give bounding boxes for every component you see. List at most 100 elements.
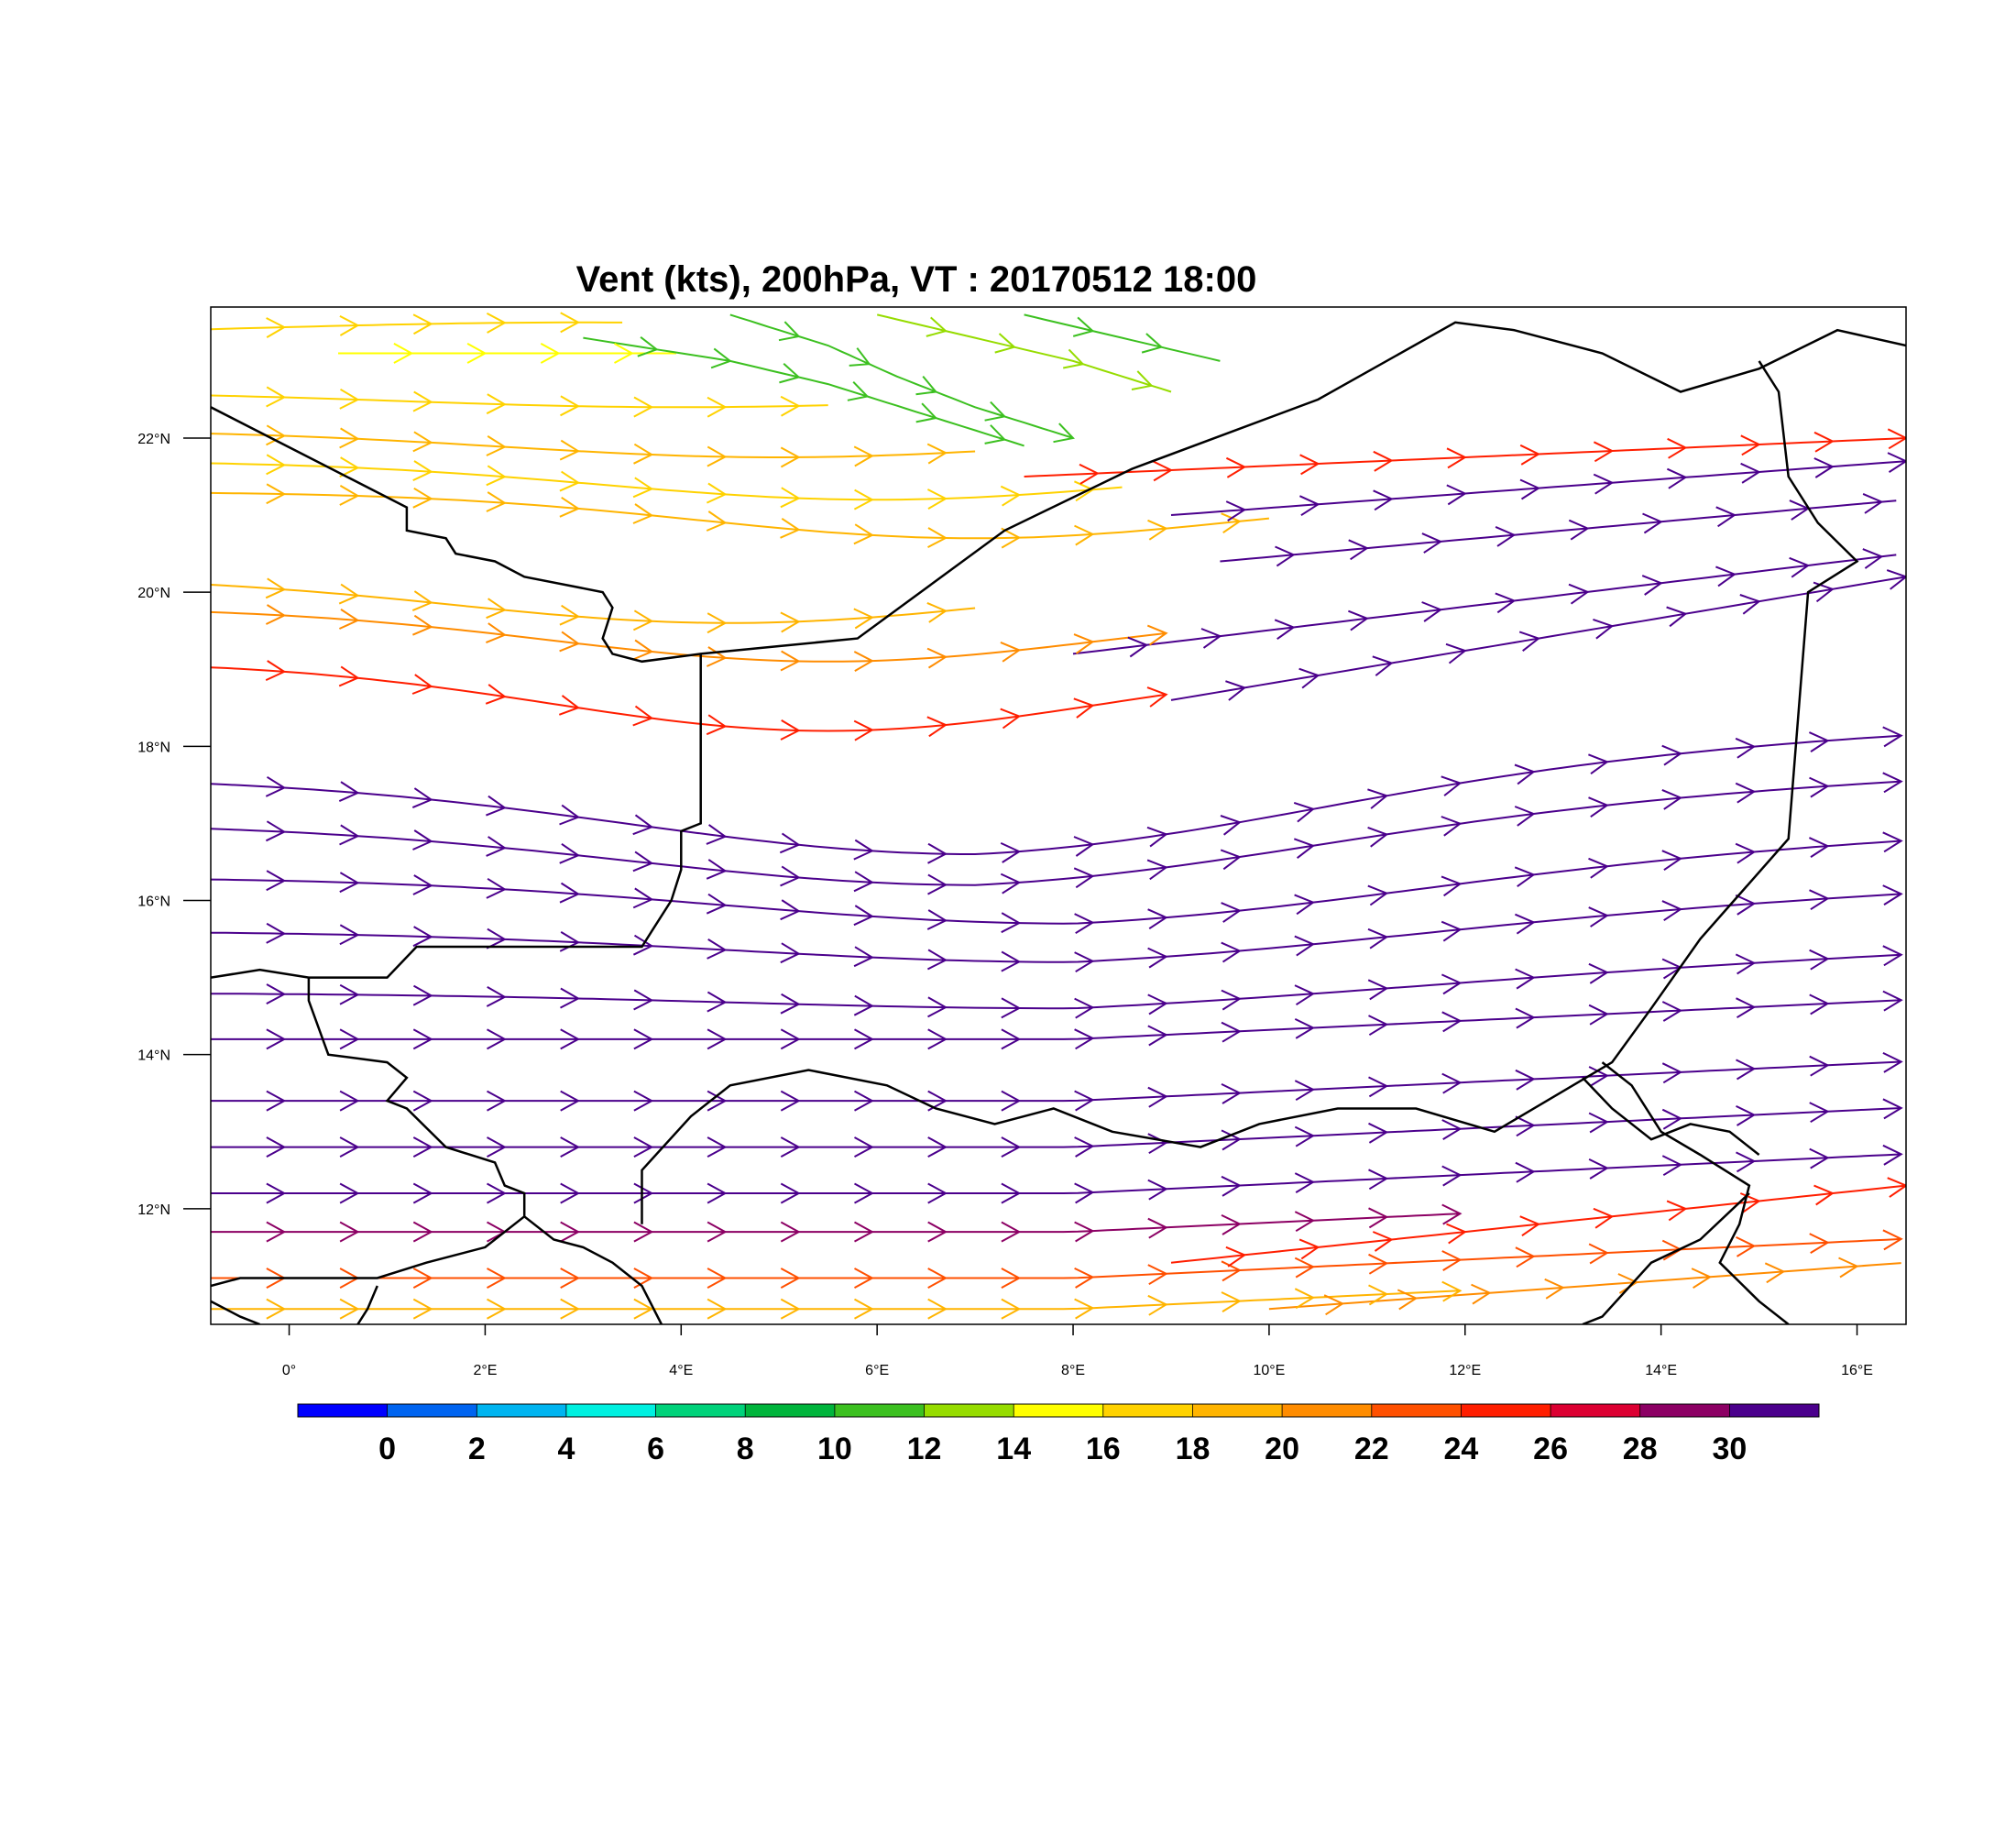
wind-arrow (926, 488, 948, 510)
wind-arrow (412, 313, 433, 335)
legend-frame (297, 1403, 1820, 1418)
wind-arrow (1882, 831, 1903, 853)
y-tick-label: 22°N (137, 432, 170, 447)
streamline (211, 321, 623, 331)
wind-arrow (411, 674, 433, 695)
x-tick-label: 14°E (1645, 1363, 1677, 1378)
wind-arrow (266, 483, 287, 505)
wind-arrow (926, 316, 948, 337)
streamline (211, 780, 1901, 886)
wind-arrow (1661, 1155, 1683, 1177)
wind-arrow (1348, 609, 1369, 631)
wind-arrow (1445, 642, 1467, 664)
wind-arrow (1298, 1238, 1320, 1260)
legend-label: 8 (737, 1432, 754, 1466)
wind-arrow (1294, 1211, 1316, 1233)
wind-arrow (265, 775, 287, 797)
wind-arrow (1691, 1268, 1713, 1290)
wind-arrow (1147, 1179, 1168, 1201)
wind-arrow (780, 899, 801, 921)
wind-arrow (1074, 1298, 1095, 1320)
wind-arrow (265, 604, 287, 625)
wind-arrow (486, 622, 507, 644)
wind-arrow (927, 996, 948, 1018)
wind-arrow (926, 909, 948, 930)
legend-swatch (1013, 1404, 1104, 1417)
wind-arrow (1221, 1129, 1242, 1151)
wind-arrow (1367, 884, 1389, 906)
wind-arrow (706, 859, 728, 880)
wind-arrow (486, 393, 507, 415)
country-border (211, 1215, 525, 1288)
wind-arrow (412, 1182, 433, 1204)
map-title: Vent (kts), 200hPa, VT : 20170512 18:00 (576, 259, 1257, 300)
x-tick-label: 12°E (1449, 1363, 1481, 1378)
wind-arrow (1809, 889, 1830, 911)
wind-arrow (780, 446, 801, 468)
wind-arrow (854, 1298, 874, 1320)
wind-arrow (1588, 1243, 1609, 1265)
wind-arrow (854, 1028, 874, 1050)
wind-arrow (1294, 935, 1316, 957)
wind-arrow (1519, 444, 1541, 466)
wind-arrow (926, 716, 948, 738)
wind-arrow (1588, 906, 1609, 927)
legend-label: 28 (1623, 1432, 1658, 1466)
wind-arrow (1001, 912, 1022, 934)
wind-arrow (412, 614, 433, 636)
wind-arrow (706, 824, 728, 845)
streamline (211, 1107, 1901, 1148)
streamline (211, 394, 828, 409)
wind-arrow (1298, 667, 1320, 689)
wind-arrow (1642, 512, 1663, 534)
wind-arrow (1735, 737, 1757, 759)
wind-arrow (927, 527, 948, 548)
wind-arrow (339, 924, 360, 946)
wind-arrow (412, 1268, 433, 1289)
wind-arrow (1661, 788, 1683, 810)
wind-arrow (927, 1298, 948, 1320)
wind-arrow (1588, 1158, 1609, 1180)
streamline (211, 1237, 1901, 1279)
wind-arrow (780, 1136, 801, 1158)
wind-arrow (1862, 548, 1884, 569)
wind-arrow (706, 510, 728, 532)
streamline (729, 313, 1074, 439)
wind-arrow (339, 1136, 360, 1158)
wind-arrow (633, 1298, 654, 1320)
wind-arrow (1368, 1253, 1389, 1275)
wind-arrow (339, 1182, 360, 1204)
wind-arrow (707, 938, 728, 960)
wind-arrow (1735, 782, 1757, 804)
wind-arrow (1373, 450, 1394, 472)
wind-arrow (853, 905, 874, 927)
streamline (211, 734, 1901, 855)
wind-arrow (1001, 1268, 1022, 1289)
legend-swatch (1371, 1404, 1462, 1417)
wind-arrow (339, 983, 360, 1005)
wind-arrow (1441, 1280, 1463, 1302)
wind-arrow (339, 872, 360, 894)
legend-label: 30 (1712, 1432, 1747, 1466)
wind-arrow (266, 386, 287, 408)
wind-arrow (849, 347, 871, 367)
wind-arrow (1127, 636, 1149, 658)
wind-arrow (853, 488, 874, 510)
streamline (211, 953, 1901, 1010)
wind-arrow (338, 781, 360, 803)
wind-arrow (927, 1221, 948, 1243)
wind-arrow (927, 1028, 948, 1050)
wind-arrow (559, 842, 581, 864)
wind-arrow (1838, 1257, 1859, 1279)
wind-arrow (1661, 850, 1683, 872)
wind-arrow (1074, 1221, 1095, 1243)
wind-arrow (412, 1136, 433, 1158)
wind-arrow (1147, 993, 1168, 1015)
wind-arrow (1882, 772, 1903, 794)
wind-arrow (1471, 1283, 1492, 1305)
wind-arrow (1882, 1144, 1903, 1166)
wind-arrow (707, 1268, 728, 1289)
legend-swatch (745, 1404, 836, 1417)
wind-arrow (1131, 370, 1154, 390)
wind-arrow (707, 396, 728, 418)
